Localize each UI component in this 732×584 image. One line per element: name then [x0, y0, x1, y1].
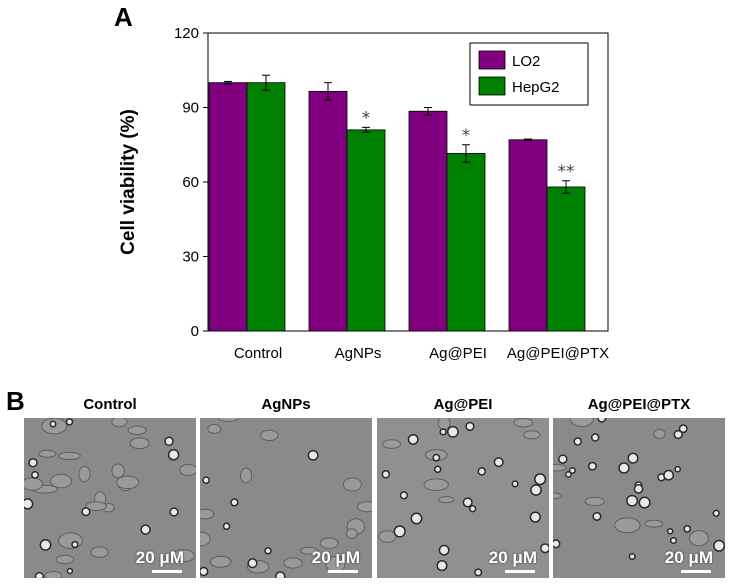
- legend-swatch-hepg2: [478, 76, 506, 96]
- x-tick-label: Control: [234, 345, 282, 362]
- y-axis-label: Cell viability (%): [118, 109, 139, 255]
- bar-hepg2-1: [346, 129, 386, 332]
- legend-label-lo2: LO2: [512, 53, 540, 70]
- micrograph-control: 20 μM: [24, 418, 196, 578]
- bar-lo2-0: [208, 82, 248, 332]
- cell-image: [200, 418, 372, 578]
- bar-chart: 0 30 60 90 120 Cell viability (%) Control AgNPs…: [118, 25, 609, 362]
- micrograph-title-ag-pei-ptx: Ag@PEI@PTX: [587, 396, 691, 413]
- scale-label: 20 μM: [488, 548, 537, 567]
- cell-image: [24, 418, 196, 578]
- scale-label: 20 μM: [135, 548, 184, 567]
- scale-label: 20 μM: [311, 548, 360, 567]
- micrograph-ag-pei-ptx: 20 μM: [553, 418, 725, 578]
- bar-lo2-1: [308, 90, 348, 332]
- scale-bar: [328, 570, 358, 573]
- y-tick-label: 0: [191, 323, 199, 340]
- micrograph-ag-pei: 20 μM: [377, 418, 549, 578]
- significance-marker: **: [558, 162, 575, 182]
- cell-image: [377, 418, 549, 578]
- cell-image: [553, 418, 725, 578]
- bar-hepg2-2: [446, 153, 486, 332]
- micrograph-title-ag-pei: Ag@PEI: [433, 396, 493, 413]
- micrograph-agnps: 20 μM: [200, 418, 372, 578]
- x-tick-label: AgNPs: [335, 345, 382, 362]
- scale-bar: [681, 570, 711, 573]
- legend-label-hepg2: HepG2: [512, 79, 560, 96]
- panel-b-label: B: [6, 386, 25, 416]
- bar-lo2-3: [508, 139, 548, 332]
- x-tick-label: Ag@PEI@PTX: [507, 345, 609, 362]
- micrograph-title-control: Control: [83, 396, 137, 413]
- y-tick-label: 30: [182, 249, 199, 266]
- x-tick-label: Ag@PEI: [429, 345, 487, 362]
- scale-bar: [152, 570, 182, 573]
- scale-bar: [505, 570, 535, 573]
- scale-label: 20 μM: [664, 548, 713, 567]
- bar-lo2-2: [408, 110, 448, 332]
- y-tick-label: 90: [182, 100, 199, 117]
- y-tick-label: 120: [174, 25, 199, 42]
- micrograph-title-agnps: AgNPs: [261, 396, 311, 413]
- significance-marker: *: [462, 126, 471, 146]
- bar-hepg2-0: [246, 82, 286, 332]
- legend-swatch-lo2: [478, 50, 506, 70]
- significance-marker: *: [362, 108, 371, 128]
- y-tick-label: 60: [182, 174, 199, 191]
- bar-hepg2-3: [546, 186, 586, 332]
- panel-a-label: A: [114, 2, 133, 32]
